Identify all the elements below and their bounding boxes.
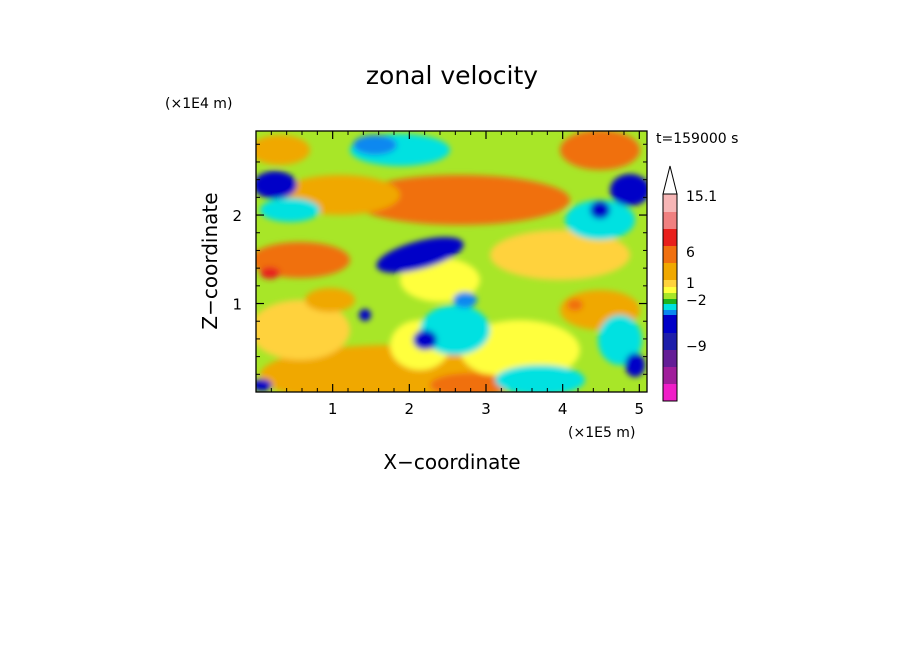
x-tick-label: 3 <box>481 400 491 418</box>
x-axis-label: X−coordinate <box>383 450 520 474</box>
y-tick-label: 2 <box>232 207 242 225</box>
plot-frame <box>255 130 648 393</box>
colorbar-band <box>663 299 677 304</box>
colorbar-label: −2 <box>686 293 707 309</box>
colorbar-band <box>663 333 677 350</box>
contour-field <box>256 131 647 392</box>
colorbar-band <box>663 212 677 229</box>
colorbar-band <box>663 287 677 293</box>
colorbar-band <box>663 315 677 333</box>
y-axis-label: Z−coordinate <box>198 192 222 329</box>
y-axis-ticks: 12 <box>232 143 647 375</box>
colorbar-band <box>663 229 677 246</box>
chart-title: zonal velocity <box>366 61 538 90</box>
x-tick-label: 2 <box>405 400 415 418</box>
x-tick-label: 1 <box>328 400 338 418</box>
x-tick-label: 4 <box>558 400 568 418</box>
y-tick-label: 1 <box>232 296 242 314</box>
colorbar-band <box>663 367 677 384</box>
colorbar-band <box>663 293 677 299</box>
colorbar-label: 6 <box>686 245 695 261</box>
colorbar-band <box>663 304 677 310</box>
colorbar-arrow <box>662 165 678 195</box>
colorbar-label: −9 <box>686 339 707 355</box>
colorbar-label: 15.1 <box>686 189 717 205</box>
colorbar-band <box>663 194 677 212</box>
colorbar-band <box>663 246 677 263</box>
colorbar-band <box>663 310 677 315</box>
colorbar-band <box>663 384 677 401</box>
colorbar-frame <box>662 193 678 402</box>
time-label: t=159000 s <box>656 131 738 147</box>
colorbar-label: 1 <box>686 276 695 292</box>
y-scale-label: (×1E4 m) <box>165 96 232 112</box>
colorbar-band <box>663 350 677 367</box>
colorbar-band <box>663 280 677 287</box>
x-scale-label: (×1E5 m) <box>568 425 635 441</box>
x-tick-label: 5 <box>635 400 645 418</box>
colorbar-band <box>663 263 677 280</box>
colorbar: 15.1 6 1−2 −9 <box>662 165 717 402</box>
x-axis-ticks: 1 2 3 4 5 <box>270 131 645 418</box>
